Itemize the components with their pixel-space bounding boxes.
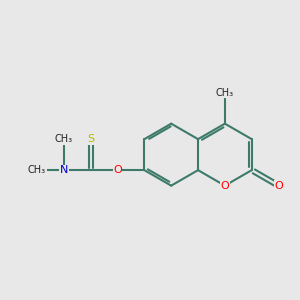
Text: S: S <box>87 134 94 144</box>
Text: CH₃: CH₃ <box>216 88 234 98</box>
Text: O: O <box>113 165 122 175</box>
Text: N: N <box>60 165 68 175</box>
Text: O: O <box>220 181 229 190</box>
Text: CH₃: CH₃ <box>55 134 73 144</box>
Text: O: O <box>274 181 283 190</box>
Text: CH₃: CH₃ <box>28 165 46 175</box>
